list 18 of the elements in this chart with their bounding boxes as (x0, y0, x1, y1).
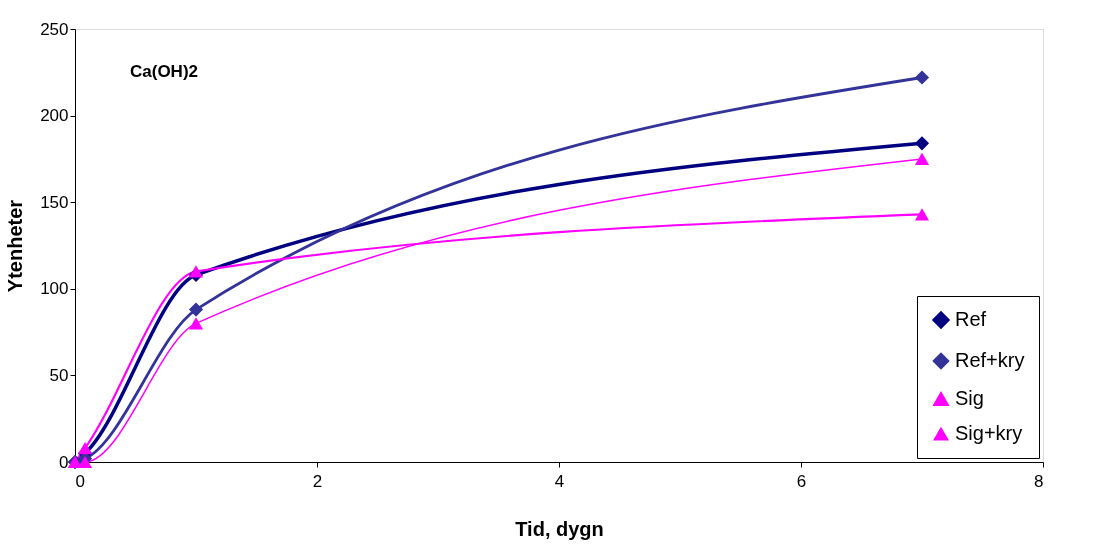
legend-label: Sig+kry (955, 422, 1023, 444)
x-tick-label: 0 (75, 471, 85, 491)
x-tick-label: 6 (796, 471, 807, 491)
y-tick-label: 200 (40, 106, 69, 126)
legend-label: Sig (955, 387, 984, 409)
x-tick-label: 2 (312, 471, 323, 491)
y-tick-label: 0 (59, 452, 69, 472)
annotation: Ca(OH)2 (130, 62, 199, 81)
y-axis-title: Ytenheter (4, 199, 27, 293)
x-axis-title: Tid, dygn (515, 517, 604, 540)
legend-label: Ref (955, 308, 987, 330)
x-tick-label: 4 (554, 471, 565, 491)
y-tick-label: 100 (40, 279, 69, 299)
legend-label: Ref+kry (955, 349, 1025, 371)
y-tick-label: 150 (40, 192, 69, 212)
y-tick-label: 50 (49, 365, 69, 385)
y-tick-label: 250 (40, 19, 69, 39)
x-tick-label: 8 (1034, 471, 1044, 491)
